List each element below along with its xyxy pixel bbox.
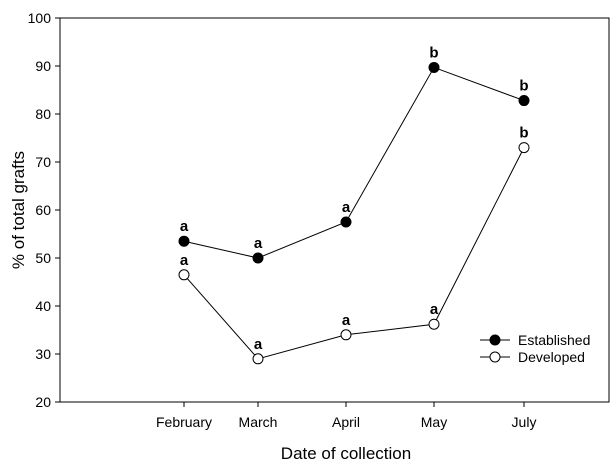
point-established-may [428, 61, 440, 73]
x-tick-label-march: March [239, 414, 278, 430]
x-tick-label-february: February [156, 414, 212, 430]
point-developed-april [340, 329, 352, 341]
sig-label-established-july: b [519, 78, 528, 95]
sig-label-developed-may: a [430, 301, 439, 318]
y-tick-label-60: 60 [35, 202, 51, 218]
point-established-march [252, 252, 264, 264]
y-tick-label-40: 40 [35, 298, 51, 314]
sig-label-developed-july: b [519, 125, 528, 142]
x-tick-label-may: May [421, 414, 447, 430]
sig-label-developed-march: a [254, 336, 263, 353]
x-axis: February March April May July [156, 402, 536, 430]
point-established-july [518, 95, 530, 107]
sig-label-established-april: a [342, 199, 351, 216]
sig-label-established-march: a [254, 235, 263, 252]
x-axis-title: Date of collection [281, 444, 411, 463]
y-tick-label-70: 70 [35, 154, 51, 170]
y-axis-title: % of total grafts [9, 151, 28, 269]
y-axis: 20 30 40 50 60 70 80 90 100 [28, 10, 60, 410]
y-tick-label-50: 50 [35, 250, 51, 266]
y-tick-label-100: 100 [28, 10, 52, 26]
legend-marker-developed [489, 351, 501, 363]
legend: Established Developed [480, 332, 590, 365]
sig-label-established-may: b [429, 44, 438, 61]
series-line-established [183, 66, 525, 259]
series-lines [183, 66, 525, 360]
series-points [178, 61, 530, 365]
sig-label-established-february: a [180, 218, 189, 235]
y-tick-label-80: 80 [35, 106, 51, 122]
sig-label-developed-february: a [180, 252, 189, 269]
point-developed-july [518, 142, 530, 154]
point-developed-march [252, 353, 264, 365]
y-tick-label-30: 30 [35, 346, 51, 362]
y-tick-label-20: 20 [35, 394, 51, 410]
x-tick-label-july: July [512, 414, 537, 430]
sig-label-developed-april: a [342, 312, 351, 329]
legend-label-developed: Developed [518, 349, 585, 365]
point-established-february [178, 235, 190, 247]
point-developed-may [428, 318, 440, 330]
point-established-april [340, 216, 352, 228]
legend-marker-established [489, 334, 501, 346]
legend-label-established: Established [518, 332, 590, 348]
point-developed-february [178, 269, 190, 281]
y-tick-label-90: 90 [35, 58, 51, 74]
x-tick-label-april: April [332, 414, 360, 430]
